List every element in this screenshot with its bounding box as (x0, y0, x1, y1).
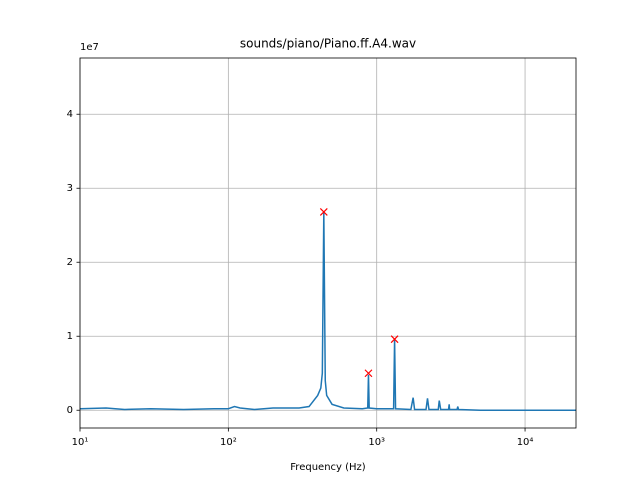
spectrum-line (79, 211, 576, 411)
y-offset-label: 1e7 (80, 42, 99, 53)
axes-frame (79, 57, 577, 429)
peak-marker (364, 369, 373, 378)
chart-title: sounds/piano/Piano.ff.A4.wav (240, 37, 416, 51)
x-tick-label: 10³ (368, 437, 385, 448)
x-tick-label: 10² (220, 437, 237, 448)
x-axis-label: Frequency (Hz) (290, 462, 366, 473)
y-tick-label: 4 (67, 109, 73, 120)
x-tick-label: 10¹ (72, 437, 89, 448)
y-tick-label: 0 (67, 405, 73, 416)
y-tick-label: 2 (67, 257, 73, 268)
y-tick-label: 1 (67, 331, 73, 342)
peak-marker (390, 335, 399, 344)
peak-marker (319, 207, 328, 216)
y-tick-label: 3 (67, 183, 73, 194)
x-tick-label: 10⁴ (517, 437, 534, 448)
